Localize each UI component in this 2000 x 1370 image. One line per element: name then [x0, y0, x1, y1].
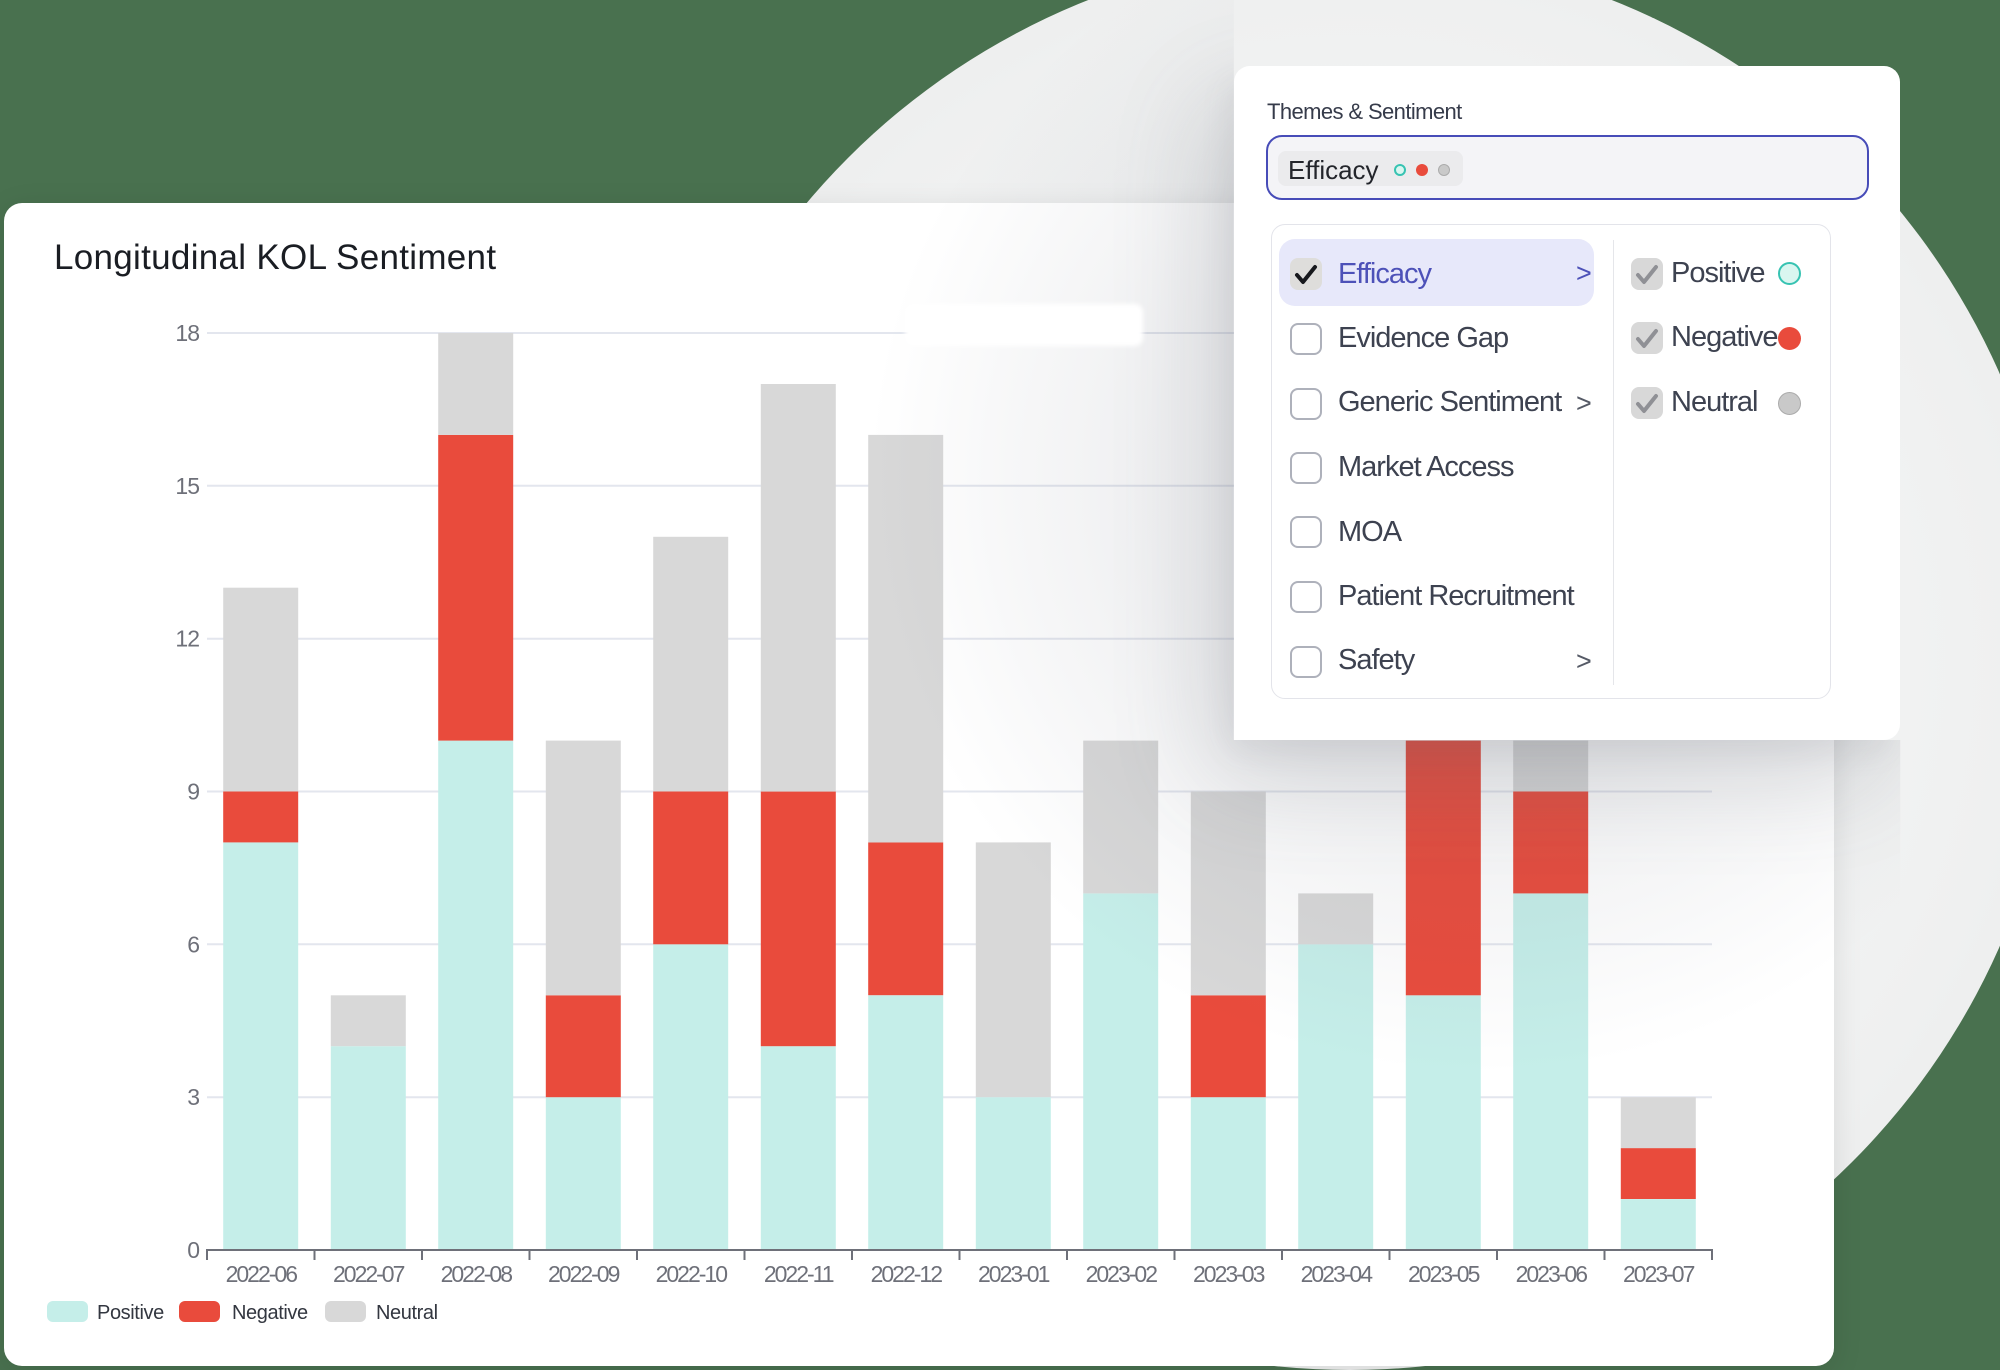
svg-text:2022-08: 2022-08 — [441, 1261, 513, 1287]
svg-text:2023-01: 2023-01 — [978, 1261, 1050, 1287]
svg-text:12: 12 — [175, 626, 199, 652]
svg-text:15: 15 — [175, 473, 199, 499]
svg-text:2022-07: 2022-07 — [333, 1261, 405, 1287]
svg-text:2023-03: 2023-03 — [1193, 1261, 1265, 1287]
svg-text:0: 0 — [187, 1237, 199, 1263]
svg-text:2023-05: 2023-05 — [1408, 1261, 1480, 1287]
svg-text:2022-10: 2022-10 — [656, 1261, 728, 1287]
svg-text:2023-04: 2023-04 — [1301, 1261, 1374, 1287]
svg-text:2022-06: 2022-06 — [226, 1261, 298, 1287]
svg-text:2023-02: 2023-02 — [1086, 1261, 1158, 1287]
svg-text:Neutral: Neutral — [376, 1302, 438, 1324]
svg-text:2023-07: 2023-07 — [1623, 1261, 1695, 1287]
svg-text:Positive: Positive — [97, 1302, 164, 1324]
svg-text:2022-11: 2022-11 — [764, 1261, 834, 1287]
svg-text:9: 9 — [187, 779, 199, 805]
svg-text:18: 18 — [175, 320, 199, 346]
svg-text:3: 3 — [187, 1084, 199, 1110]
svg-text:2023-06: 2023-06 — [1516, 1261, 1588, 1287]
svg-text:Negative: Negative — [232, 1302, 308, 1324]
svg-text:2022-09: 2022-09 — [548, 1261, 620, 1287]
svg-text:6: 6 — [187, 931, 199, 957]
svg-text:2022-12: 2022-12 — [871, 1261, 943, 1287]
